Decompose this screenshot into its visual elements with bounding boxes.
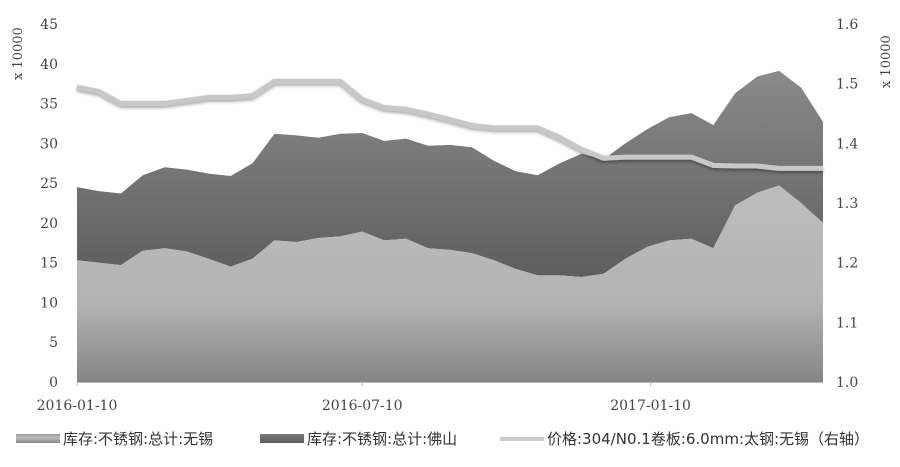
area-series-foshan [77,70,823,278]
left-tick-label: 20 [40,216,58,232]
right-tick-label: 1.1 [836,315,858,331]
legend-label: 库存:不锈钢:总计:佛山 [307,430,458,448]
x-tick-label: 2017-01-10 [610,398,691,414]
legend-item-wuxi: 库存:不锈钢:总计:无锡 [16,428,213,449]
legend-item-price: 价格:304/N0.1卷板:6.0mm:太钢:无锡（右轴） [500,428,869,449]
left-tick-label: 10 [40,295,58,311]
right-tick-label: 1.4 [836,136,858,152]
legend: 库存:不锈钢:总计:无锡 库存:不锈钢:总计:佛山 价格:304/N0.1卷板:… [0,428,900,452]
left-tick-label: 0 [49,375,58,391]
area-series-wuxi [77,185,823,382]
legend-item-foshan: 库存:不锈钢:总计:佛山 [260,428,457,449]
legend-swatch [260,434,304,443]
left-tick-label: 45 [40,17,58,33]
legend-swatch [500,436,544,441]
left-tick-label: 30 [40,136,58,152]
x-tick-label: 2016-07-10 [322,398,403,414]
line-series-price [76,78,823,171]
right-tick-label: 1.0 [836,375,858,391]
left-tick-label: 5 [49,335,58,351]
right-tick-label: 1.6 [836,17,858,33]
left-tick-label: 15 [40,256,58,272]
right-tick-label: 1.3 [836,196,858,212]
right-axis-unit: x 10000 [879,35,894,88]
left-tick-label: 25 [40,176,58,192]
right-tick-label: 1.5 [836,77,858,93]
left-tick-label: 35 [40,97,58,113]
legend-label: 价格:304/N0.1卷板:6.0mm:太钢:无锡（右轴） [547,430,870,448]
legend-label: 库存:不锈钢:总计:无锡 [63,430,214,448]
left-axis-unit: x 10000 [11,27,26,80]
x-tick-label: 2016-01-10 [37,398,118,414]
legend-swatch [16,434,60,443]
right-tick-label: 1.2 [836,256,858,272]
left-tick-label: 40 [40,57,58,73]
